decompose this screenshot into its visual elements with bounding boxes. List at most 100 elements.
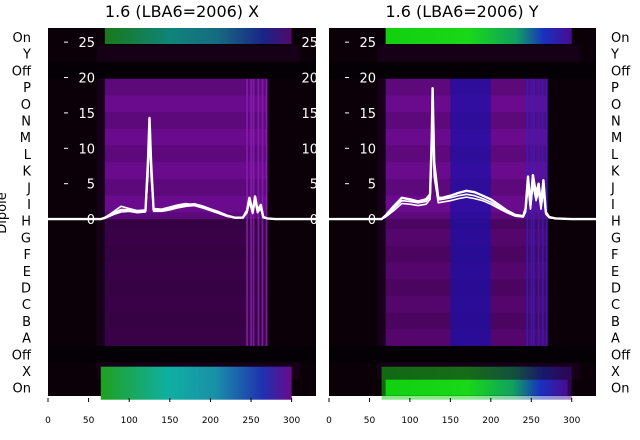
- x-tick-label: 0: [45, 416, 51, 426]
- heatmap-vertical-stripe: [265, 72, 268, 346]
- panel-x-traces: [48, 116, 316, 221]
- row-label-right: B: [611, 315, 620, 330]
- y-tick-label-right: 20: [301, 72, 318, 87]
- row-label-left: H: [21, 215, 31, 230]
- row-label-right: M: [611, 131, 622, 146]
- row-label-left: C: [22, 298, 31, 313]
- heatmap-vertical-stripe: [541, 72, 544, 346]
- row-label-left: Y: [22, 48, 31, 63]
- row-label-right: H: [611, 215, 621, 230]
- row-label-right: Off: [611, 348, 631, 363]
- heatmap-off-row: [329, 62, 596, 79]
- x-tick-label: 300: [283, 416, 300, 426]
- row-label-right: J: [610, 181, 615, 196]
- row-label-right: N: [611, 115, 621, 130]
- x-tick-label: 200: [202, 416, 219, 426]
- panel-y-traces: [329, 87, 596, 221]
- y-tick-label: 10: [78, 142, 95, 157]
- row-label-left: L: [24, 148, 32, 163]
- y-tick-label: 10: [359, 142, 376, 157]
- row-label-right: Off: [611, 64, 631, 79]
- heatmap-vertical-stripe: [526, 72, 529, 346]
- x-tick-label: 100: [121, 416, 138, 426]
- y-tick-label: 5: [368, 178, 376, 193]
- heatmap-vertical-stripe: [530, 72, 533, 346]
- y-tick-label: 5: [87, 178, 95, 193]
- heatmap-blue-region: [450, 72, 491, 346]
- heatmap-vertical-stripe: [532, 72, 535, 346]
- row-label-right: F: [611, 248, 618, 263]
- x-tick-label: 250: [242, 416, 259, 426]
- heatmap-row-shade: [104, 178, 268, 196]
- heatmap-on-stripe-top: [385, 28, 572, 44]
- row-label-left: K: [22, 165, 31, 180]
- panel-x-heatmap: [48, 28, 316, 400]
- row-label-right: K: [611, 165, 620, 180]
- row-label-left: Off: [12, 348, 32, 363]
- panel-x-x-ticks: 0 50 100 150 200 250 300: [45, 398, 300, 426]
- row-label-right: I: [611, 198, 615, 213]
- x-tick-label: 300: [563, 416, 580, 426]
- heatmap-on-stripe-top: [104, 28, 292, 44]
- heatmap-on-stripe-bottom: [100, 366, 292, 400]
- panel-y-heatmap: [329, 28, 596, 400]
- y-tick-label: 25: [359, 36, 376, 51]
- heatmap-on-stripe-bottom-bright: [385, 379, 568, 396]
- row-label-left: On: [13, 31, 31, 46]
- y-tick-label-right: 5: [310, 178, 318, 193]
- row-label-left: N: [21, 115, 31, 130]
- row-label-left: On: [13, 382, 31, 397]
- row-label-left: X: [22, 365, 31, 380]
- row-label-left: J: [26, 181, 31, 196]
- series-line-0: [48, 116, 316, 221]
- row-label-right: A: [611, 332, 620, 347]
- row-label-left: O: [21, 98, 31, 113]
- row-label-left: P: [23, 81, 31, 96]
- row-label-left: A: [22, 332, 31, 347]
- panel-x: 1.6 (LBA6=2006) X 0 5 10 15 20 250 5 10 15 20 25 0…: [45, 2, 318, 426]
- heatmap-lower-shade: [104, 219, 268, 346]
- row-label-right: On: [611, 382, 629, 397]
- y-tick-label: 15: [359, 107, 376, 122]
- y-tick-label-right: 25: [301, 36, 318, 51]
- panel-y: 1.6 (LBA6=2006) Y 0 5 10 15 20 25 0 50 100 150 20…: [326, 2, 596, 426]
- x-tick-label: 50: [364, 416, 376, 426]
- y-tick-label-right: 15: [301, 107, 318, 122]
- panel-y-title: 1.6 (LBA6=2006) Y: [385, 2, 538, 21]
- heatmap-vertical-stripe: [537, 72, 540, 346]
- series-line-2: [48, 129, 316, 220]
- x-tick-label: 250: [523, 416, 540, 426]
- y-tick-label: 20: [78, 72, 95, 87]
- row-label-right: D: [611, 282, 621, 297]
- panel-x-title: 1.6 (LBA6=2006) X: [105, 2, 259, 21]
- heatmap-off-row: [48, 62, 316, 79]
- x-tick-label: 150: [442, 416, 459, 426]
- panel-y-x-ticks: 0 50 100 150 200 250 300: [326, 398, 581, 426]
- x-tick-label: 100: [401, 416, 418, 426]
- heatmap-row-shade: [104, 145, 268, 163]
- row-label-right: Y: [610, 48, 619, 63]
- row-label-left: D: [21, 282, 31, 297]
- x-tick-label: 200: [482, 416, 499, 426]
- row-label-left: G: [21, 231, 31, 246]
- heatmap-off-row: [48, 345, 316, 363]
- y-tick-label: 0: [87, 213, 95, 228]
- y-tick-label: 15: [78, 107, 95, 122]
- series-line-2: [329, 112, 596, 220]
- y-tick-label-right: 10: [301, 142, 318, 157]
- heatmap-row-shade: [104, 78, 268, 96]
- panel-y-y-ticks: 0 5 10 15 20 25: [345, 36, 376, 228]
- heatmap-row-shade: [104, 112, 268, 129]
- row-label-left: B: [22, 315, 31, 330]
- row-label-left: Off: [12, 64, 32, 79]
- row-label-right: O: [611, 98, 621, 113]
- row-label-right: G: [611, 231, 621, 246]
- y-axis-label: Dipole: [0, 192, 10, 233]
- row-label-right: On: [611, 31, 629, 46]
- row-label-right: L: [611, 148, 619, 163]
- x-tick-label: 50: [83, 416, 95, 426]
- row-label-right: E: [611, 265, 619, 280]
